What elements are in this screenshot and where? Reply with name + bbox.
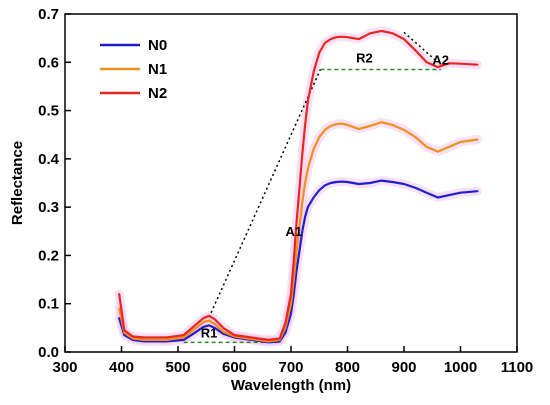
dotted-reference-line (208, 69, 322, 318)
x-tick-label: 800 (335, 359, 360, 376)
x-tick-label: 400 (109, 359, 134, 376)
x-tick-label: 500 (165, 359, 190, 376)
y-tick-label: 0.1 (38, 296, 59, 313)
series-layer (118, 29, 479, 344)
glow-layer (114, 26, 482, 347)
x-tick-label: 300 (52, 359, 77, 376)
y-tick-label: 0.0 (38, 344, 59, 361)
x-axis-title: Wavelength (nm) (231, 377, 351, 394)
annotations: R1 A1 R2 A2 (201, 50, 449, 340)
annotation-a2: A2 (432, 53, 449, 68)
y-tick-label: 0.5 (38, 103, 59, 120)
annotation-a1: A1 (286, 224, 303, 239)
legend-label-n1: N1 (148, 61, 167, 78)
annotation-r1: R1 (201, 326, 218, 341)
legend: N0 N1 N2 (100, 37, 167, 102)
y-axis-title: Reflectance (9, 141, 26, 225)
x-tick-label: 1100 (501, 359, 534, 376)
y-tick-label: 0.2 (38, 247, 59, 264)
y-tick-label: 0.4 (38, 151, 60, 168)
y-tick-label: 0.6 (38, 54, 59, 71)
series-line-n0 (118, 179, 479, 344)
x-tick-label: 1000 (444, 359, 477, 376)
series-line-n2 (118, 29, 479, 341)
legend-label-n2: N2 (148, 85, 167, 102)
legend-label-n0: N0 (148, 37, 167, 54)
y-tick-label: 0.3 (38, 199, 59, 216)
x-tick-label: 900 (391, 359, 416, 376)
series-line-n1 (118, 121, 479, 343)
x-tick-label: 600 (222, 359, 247, 376)
y-tick-label: 0.7 (38, 6, 59, 23)
x-tick-label: 700 (278, 359, 303, 376)
annotation-r2: R2 (356, 50, 373, 65)
axis-ticks: 300 400 500 600 700 800 900 1000 1100 0.0 0.1 0.2 0.… (38, 6, 533, 376)
